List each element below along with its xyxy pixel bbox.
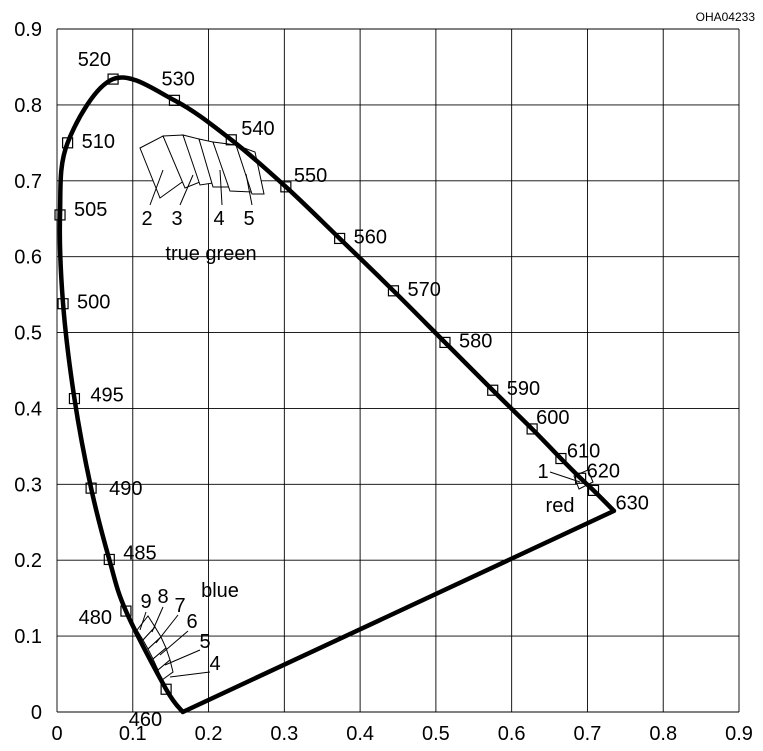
x-tick-label: 0.7 xyxy=(574,723,602,745)
region-number-label: 3 xyxy=(171,208,182,230)
x-tick-label: 0.3 xyxy=(270,723,298,745)
y-tick-label: 0.6 xyxy=(14,247,42,269)
wavelength-markers xyxy=(54,73,600,695)
wavelength-label: 600 xyxy=(536,407,569,429)
wavelength-label: 610 xyxy=(567,441,600,463)
wavelength-labels: 4604804854904955005055105205305405505605… xyxy=(74,49,649,731)
region-number-label: 6 xyxy=(186,611,197,633)
region-number-label: 4 xyxy=(213,208,224,230)
wavelength-label: 630 xyxy=(616,492,649,514)
wavelength-label: 530 xyxy=(161,68,194,90)
wavelength-marker xyxy=(57,298,69,310)
leader-line xyxy=(169,671,211,678)
wavelength-label: 485 xyxy=(123,542,156,564)
wavelength-marker xyxy=(54,209,66,221)
grid xyxy=(56,28,740,713)
x-tick-label: 0 xyxy=(51,723,62,745)
region-number-label: 5 xyxy=(199,631,210,653)
wavelength-label: 495 xyxy=(90,385,123,407)
wavelength-label: 460 xyxy=(129,709,162,731)
region-number-label: 8 xyxy=(157,586,168,608)
y-tick-label: 0.3 xyxy=(14,474,42,496)
y-tick-label: 0.4 xyxy=(14,398,42,420)
leader-line xyxy=(155,614,179,644)
region-number-label: 2 xyxy=(141,208,152,230)
leader-line xyxy=(164,649,201,666)
region-number-label: 4 xyxy=(209,653,220,675)
wavelength-label: 560 xyxy=(354,226,387,248)
wavelength-marker xyxy=(85,482,97,494)
y-tick-label: 0.2 xyxy=(14,550,42,572)
wavelength-marker xyxy=(387,285,400,297)
y-tick-label: 0.8 xyxy=(14,95,42,117)
wavelength-marker xyxy=(107,73,119,85)
x-tick-label: 0.6 xyxy=(498,723,526,745)
leader-line xyxy=(245,173,253,206)
wavelength-label: 520 xyxy=(78,49,111,71)
y-tick-label: 0 xyxy=(31,702,42,724)
wavelength-marker xyxy=(103,553,115,566)
tick-labels: 0 0.1 0.2 0.3 0.4 0.5 0.6 0.7 0.8 0.9 0 0.1 0.2 0.3 0.… xyxy=(14,19,753,745)
wavelength-label: 510 xyxy=(82,131,115,153)
leader-line xyxy=(151,606,164,633)
true-green-label: true green xyxy=(165,243,256,265)
wavelength-marker xyxy=(439,336,451,349)
y-tick-label: 0.9 xyxy=(14,19,42,41)
wavelength-marker xyxy=(62,137,74,149)
leader-line xyxy=(149,169,164,206)
wavelength-label: 580 xyxy=(459,330,492,352)
wavelength-marker xyxy=(526,423,538,435)
spectral-locus-line xyxy=(57,75,617,715)
wavelength-marker xyxy=(334,232,346,245)
region-number-label: 5 xyxy=(243,208,254,230)
wavelength-label: 540 xyxy=(241,118,274,140)
wavelength-label: 590 xyxy=(507,378,540,400)
wavelength-label: 505 xyxy=(74,199,107,221)
leader-line xyxy=(549,471,581,483)
wavelength-marker xyxy=(160,683,172,695)
wavelength-label: 620 xyxy=(587,460,620,482)
wavelength-label: 480 xyxy=(79,607,112,629)
wavelength-marker xyxy=(168,94,181,106)
blue-label: blue xyxy=(201,580,239,602)
figure-code: OHA04233 xyxy=(696,10,756,24)
wavelength-label: 490 xyxy=(109,478,142,500)
x-tick-label: 0.2 xyxy=(195,723,223,745)
red-label: red xyxy=(546,495,575,517)
y-tick-label: 0.5 xyxy=(14,323,42,345)
region-number-label: 7 xyxy=(174,595,185,617)
region-number-label: 1 xyxy=(537,461,548,483)
x-tick-label: 0.8 xyxy=(649,723,677,745)
wavelength-marker xyxy=(280,181,292,193)
color-regions xyxy=(136,134,594,681)
y-tick-label: 0.7 xyxy=(14,171,42,193)
wavelength-label: 500 xyxy=(77,292,110,314)
leader-line xyxy=(159,630,189,656)
wavelength-marker xyxy=(587,484,600,497)
leader-line xyxy=(139,611,147,631)
wavelength-label: 570 xyxy=(407,279,440,301)
wavelength-marker xyxy=(68,392,81,405)
y-tick-label: 0.1 xyxy=(14,626,42,648)
wavelength-marker xyxy=(225,134,237,146)
wavelength-marker xyxy=(555,452,567,465)
x-tick-label: 0.9 xyxy=(725,723,753,745)
x-tick-label: 0.1 xyxy=(119,723,147,745)
x-tick-label: 0.4 xyxy=(346,723,374,745)
wavelength-marker xyxy=(120,605,132,617)
x-tick-label: 0.5 xyxy=(422,723,450,745)
leader-line xyxy=(179,174,194,206)
region-number-label: 9 xyxy=(140,591,151,613)
wavelength-label: 550 xyxy=(294,165,327,187)
wavelength-marker xyxy=(487,384,499,396)
leader-line xyxy=(219,169,223,206)
wavelength-marker xyxy=(575,472,587,484)
